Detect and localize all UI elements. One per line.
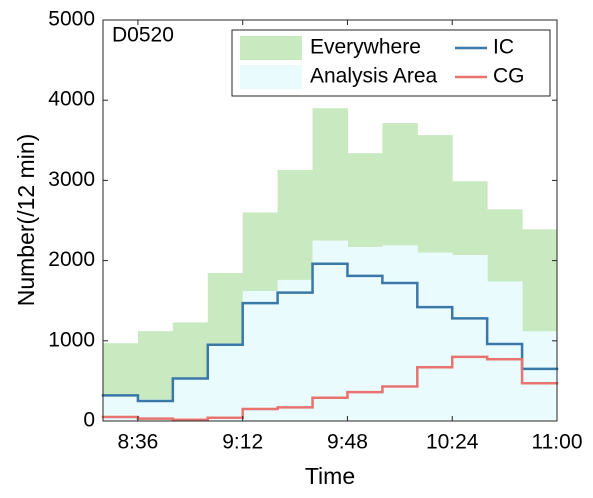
y-axis-label: Number(/12 min) — [13, 134, 39, 307]
y-tick-label: 5000 — [48, 8, 95, 31]
legend-label: IC — [493, 36, 514, 59]
area-bar — [347, 246, 383, 421]
legend-swatch — [240, 36, 302, 60]
x-tick-label: 8:36 — [117, 431, 158, 454]
area-bar — [242, 291, 279, 421]
area-bar — [172, 377, 209, 421]
y-tick-label: 2000 — [48, 248, 95, 271]
legend-swatch — [240, 65, 302, 89]
area-bar — [137, 399, 174, 421]
legend-label: Analysis Area — [310, 65, 438, 88]
y-tick-label: 1000 — [48, 328, 95, 351]
area-bar — [522, 331, 558, 421]
area-bar — [487, 281, 523, 421]
x-axis-label: Time — [305, 463, 355, 489]
plot-area — [101, 108, 559, 422]
y-tick-label: 3000 — [48, 168, 95, 191]
area-bar — [382, 245, 418, 421]
area-bar — [207, 344, 244, 421]
x-tick-label: 9:12 — [222, 431, 263, 454]
x-tick-label: 9:48 — [327, 431, 368, 454]
area-bar — [312, 240, 348, 421]
area-bar — [417, 252, 453, 421]
area-bar — [452, 254, 488, 421]
x-tick-label: 11:00 — [532, 431, 583, 454]
y-tick-label: 4000 — [48, 88, 95, 111]
annotation: D0520 — [112, 24, 174, 47]
y-tick-label: 0 — [83, 409, 95, 432]
legend-label: Everywhere — [310, 36, 421, 59]
area-bar — [277, 279, 314, 421]
axes-frame — [102, 19, 558, 422]
legend: Everywhere Analysis Area IC CG — [231, 29, 551, 97]
legend-label: CG — [493, 65, 525, 88]
x-tick-label: 10:24 — [426, 431, 479, 454]
